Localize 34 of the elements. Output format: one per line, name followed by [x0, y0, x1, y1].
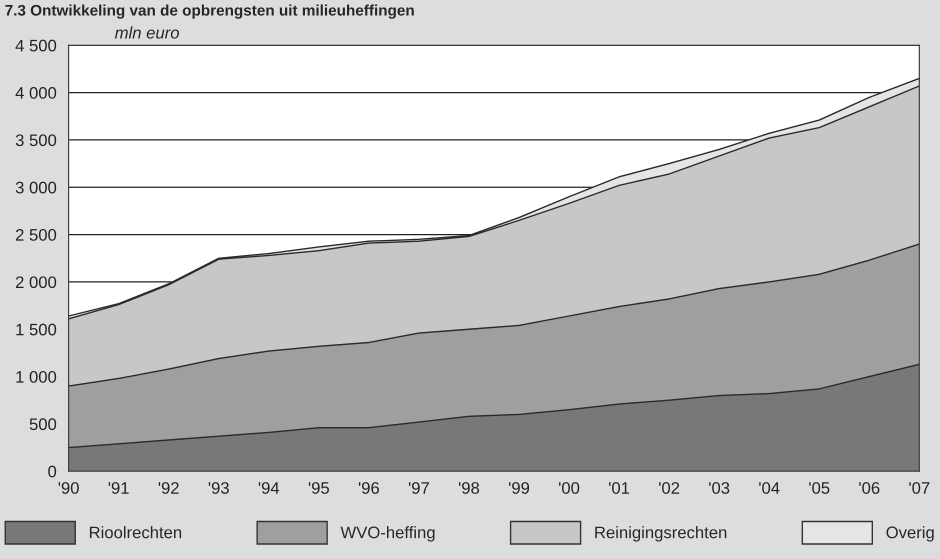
- x-tick-label: '96: [358, 482, 379, 494]
- y-tick-label: 4 000: [15, 87, 56, 99]
- x-tick-label: '91: [108, 482, 129, 494]
- x-tick-label: '00: [559, 482, 580, 494]
- y-tick-label: 1 500: [16, 324, 56, 336]
- x-tick-label: '97: [408, 482, 429, 494]
- x-tick-label: '05: [809, 482, 830, 494]
- x-tick-label: '07: [909, 482, 930, 494]
- legend-label: Rioolrechten: [90, 526, 182, 538]
- y-tick-label: 0: [48, 466, 56, 478]
- y-axis-title: mln euro: [114, 26, 179, 39]
- x-tick-label: '98: [458, 482, 480, 494]
- x-tick-label: '02: [659, 482, 680, 494]
- x-tick-label: '99: [508, 482, 530, 494]
- x-tick-label: '03: [709, 482, 730, 494]
- y-tick-label: 3 000: [16, 182, 56, 194]
- x-tick-label: '01: [609, 482, 630, 494]
- x-tick-label: '93: [208, 482, 229, 494]
- legend-label: Overig: [886, 526, 934, 542]
- y-tick-label: 1 000: [16, 370, 56, 383]
- x-tick-label: '94: [258, 482, 280, 494]
- x-tick-label: '04: [759, 482, 780, 494]
- y-tick-label: 2 000: [16, 276, 56, 288]
- chart-title: 7.3 Ontwikkeling van de opbrengsten uit milieuheffingen: [5, 4, 414, 19]
- x-tick-label: '95: [308, 482, 329, 494]
- legend-label: WVO-heffing: [340, 526, 435, 542]
- x-tick-label: '90: [58, 482, 79, 494]
- y-tick-label: 3 500: [16, 134, 56, 146]
- y-tick-label: 2 500: [16, 228, 56, 241]
- x-tick-label: '92: [158, 482, 179, 494]
- legend-label: Reinigingsrechten: [595, 526, 726, 542]
- y-tick-label: 500: [30, 418, 56, 430]
- x-tick-label: '06: [859, 482, 880, 494]
- y-tick-label: 4 500: [15, 40, 56, 52]
